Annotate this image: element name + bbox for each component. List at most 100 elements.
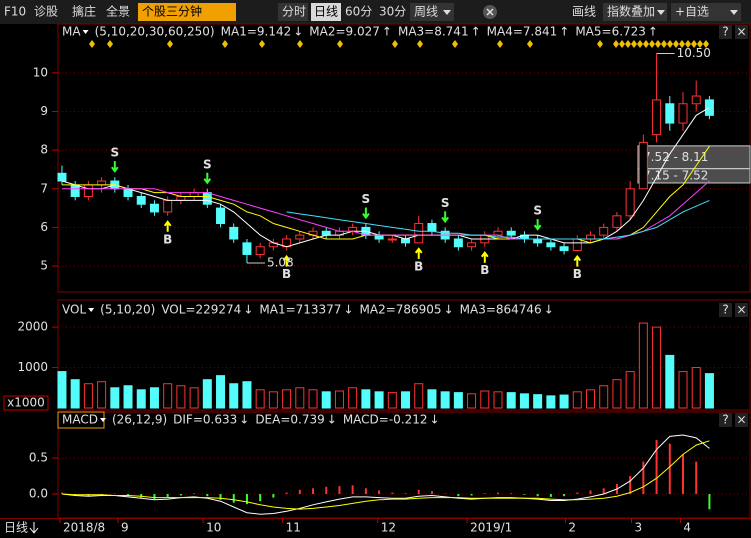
panel-button[interactable]: × (736, 25, 746, 39)
indicator-value: MA3=864746 (460, 303, 542, 317)
candle-body (97, 180, 107, 186)
panel-button[interactable]: ? (722, 303, 728, 317)
period-button[interactable]: 周线 (414, 5, 438, 19)
candle-body (625, 188, 635, 217)
candle-body (665, 103, 675, 124)
event-marker (613, 40, 619, 48)
volume-bar (440, 391, 450, 409)
volume-bar (149, 387, 159, 409)
zone-label: 7.52 - 8.11 (643, 150, 708, 164)
candle-body (163, 199, 173, 213)
volume-bar (599, 385, 609, 409)
panel-button[interactable]: ? (722, 413, 728, 427)
tool-button[interactable]: 画线 (572, 5, 596, 19)
candle-body (652, 99, 662, 136)
event-marker (667, 40, 673, 48)
event-marker (452, 40, 458, 48)
footer-period[interactable]: 日线 (4, 521, 28, 535)
candle-body (189, 192, 199, 197)
period-button[interactable]: 分时 (282, 5, 306, 19)
buy-signal: B (573, 267, 582, 281)
tool-button[interactable]: 擒庄 (72, 4, 96, 19)
candle-body (216, 207, 226, 225)
indicator-value: VOL=229274 (161, 303, 241, 317)
volume-bar (334, 390, 344, 409)
footer-icon (29, 522, 39, 534)
x-tick-label: 9 (121, 521, 129, 535)
volume-bar (268, 391, 278, 409)
tool-button[interactable]: +自选 (675, 5, 709, 19)
zone-label: 7.15 - 7.52 (643, 168, 708, 182)
event-marker (673, 40, 679, 48)
event-marker (259, 40, 265, 48)
tool-button[interactable]: 全景 (106, 4, 130, 19)
period-button[interactable]: 30分 (379, 5, 406, 19)
panel-button[interactable]: × (736, 413, 746, 427)
panel-button-bg (719, 303, 732, 317)
event-marker (697, 40, 703, 48)
tool-button[interactable]: 个股三分钟 (142, 4, 202, 19)
volume-bar (295, 387, 305, 409)
buy-signal: B (163, 232, 172, 246)
candle-body (599, 226, 609, 236)
event-marker (703, 40, 709, 48)
indicator-name[interactable]: MA (62, 25, 81, 39)
indicator-value: MA5=6.723 (575, 25, 646, 39)
x-tick-label: 10 (206, 521, 221, 535)
candle-body (149, 203, 159, 213)
volume-bar (57, 371, 67, 409)
volume-bar (136, 389, 146, 409)
volume-bar (70, 379, 80, 409)
buy-arrow (282, 254, 291, 267)
volume-bar (586, 389, 596, 409)
x-tick-label: 2019/1 (470, 521, 512, 535)
period-button[interactable]: 日线 (314, 5, 338, 19)
period-selected (311, 3, 341, 21)
volume-bar (401, 391, 411, 409)
volume-bar (665, 354, 675, 409)
candle-body (453, 238, 463, 248)
sell-signal: S (203, 157, 212, 171)
indicator-line (61, 434, 710, 515)
candle-body (467, 242, 477, 248)
tool-button[interactable]: 诊股 (34, 5, 58, 19)
event-marker (691, 40, 697, 48)
sell-arrow (441, 211, 449, 224)
volume-bar (216, 375, 226, 409)
period-bg (410, 3, 454, 21)
buy-arrow (414, 247, 423, 259)
panel-button[interactable]: × (736, 303, 746, 317)
sell-arrow (533, 219, 542, 231)
y-tick-label: 10 (33, 65, 48, 79)
buy-signal: B (282, 267, 291, 281)
trend-arrow: ↑ (471, 25, 481, 39)
tool-button[interactable]: F10 (4, 5, 26, 19)
indicator-name[interactable]: VOL (62, 303, 86, 317)
panel-button[interactable]: ? (722, 25, 728, 39)
volume-bar (321, 391, 331, 409)
volume-bar (255, 389, 265, 409)
candle-body (348, 226, 358, 232)
volume-bar (678, 371, 688, 409)
indicator-name[interactable]: MACD (62, 413, 98, 427)
indicator-line (286, 199, 710, 240)
tool-button[interactable]: 指数叠加 (607, 4, 655, 19)
trend-arrow: ↑ (648, 25, 658, 39)
buy-arrow (573, 254, 582, 267)
sell-arrow (203, 172, 212, 185)
trend-arrow: ↓ (544, 303, 554, 317)
tool-bg (603, 3, 667, 21)
period-button[interactable]: 60分 (345, 5, 372, 19)
indicator-line (61, 440, 710, 510)
unit-box (3, 395, 49, 411)
y-tick-label: 6 (40, 220, 48, 234)
candle-body (83, 184, 93, 197)
event-marker (297, 40, 303, 48)
candle-body (387, 238, 397, 241)
panel-button-bg (735, 303, 748, 317)
trend-arrow: ↓ (444, 303, 454, 317)
candle-body (559, 246, 569, 252)
y-tick-label: 5 (40, 259, 48, 273)
event-marker (392, 40, 398, 48)
